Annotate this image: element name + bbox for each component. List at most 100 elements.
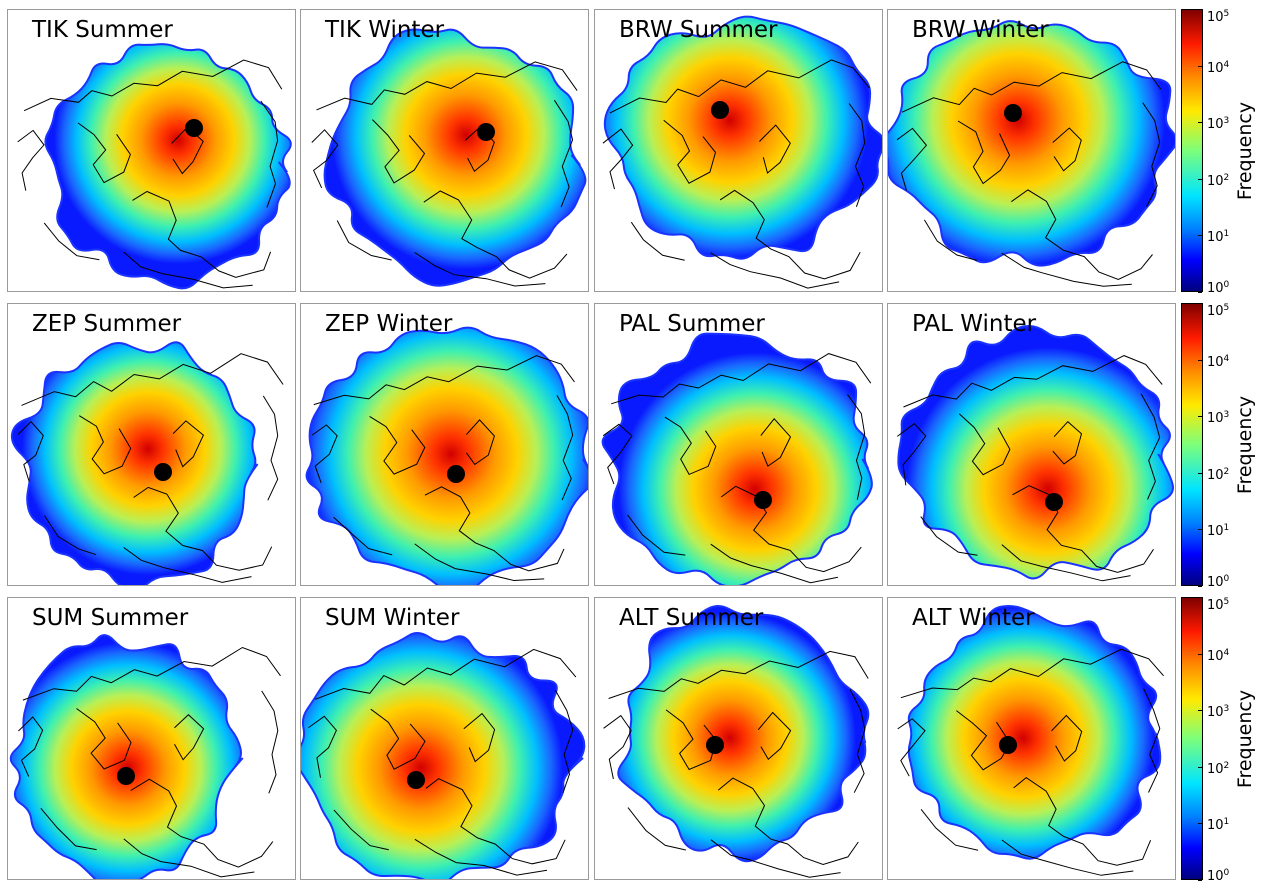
colorbar-tick-label: 100 [1207,572,1229,590]
panel-title: ZEP Winter [325,311,453,337]
colorbar-tick-label: 102 [1207,465,1229,483]
tick-base: 10 [1207,355,1224,370]
tick-base: 10 [1207,818,1224,833]
map-panel: SUM Summer [7,597,296,880]
coastline [17,353,284,583]
station-marker [754,491,772,509]
tick-exponent: 0 [1223,868,1230,878]
colorbar-label: Frequency [1234,395,1256,494]
colorbar-tick-label: 105 [1207,7,1229,25]
tick-base: 10 [1207,468,1224,483]
map-panel: ZEP Winter [300,303,589,586]
tick-exponent: 5 [1223,9,1230,19]
colorbar-tick-label: 105 [1207,301,1229,319]
tick-base: 10 [1207,762,1224,777]
tick-exponent: 4 [1223,60,1230,70]
map-svg [311,28,587,287]
coastline [897,355,1163,582]
trajectory-density-field [617,604,870,863]
colorbar-tick [1198,292,1202,293]
tick-exponent: 3 [1223,410,1230,420]
tick-base: 10 [1207,174,1224,189]
map-panel: SUM Winter [300,597,589,880]
colorbar-tick-label: 101 [1207,521,1229,539]
colorbar-tick-label: 103 [1207,114,1229,132]
colorbar-tick [1198,122,1202,123]
colorbar-tick [1198,235,1202,236]
map-svg [9,634,281,879]
coastline [602,353,872,584]
station-marker [154,463,172,481]
trajectory-density-field [601,332,873,585]
tick-exponent: 4 [1223,648,1230,658]
colorbar [1181,9,1203,292]
map-svg [10,341,284,585]
colorbar-tick-label: 105 [1207,595,1229,613]
trajectory-density-field [897,325,1174,580]
colorbar-tick [1198,303,1202,304]
map-panel: TIK Winter [300,9,589,292]
colorbar-tick-label: 104 [1207,58,1229,76]
trajectory-density-field [301,632,586,879]
tick-base: 10 [1207,649,1224,664]
panel-title: SUM Summer [32,605,189,631]
tick-base: 10 [1207,411,1224,426]
tick-base: 10 [1207,575,1224,590]
map-panel: BRW Winter [887,9,1176,292]
tick-exponent: 2 [1223,467,1230,477]
panel-title: PAL Summer [619,311,765,337]
tick-base: 10 [1207,230,1224,245]
colorbar-tick [1198,360,1202,361]
panel-title: BRW Winter [912,17,1049,43]
trajectory-density-field [305,326,588,585]
station-marker [447,465,465,483]
map-panel: TIK Summer [7,9,296,292]
colorbar-tick-label: 100 [1207,866,1229,884]
map-svg [17,43,292,290]
station-marker [407,771,425,789]
colorbar-tick-label: 102 [1207,759,1229,777]
tick-base: 10 [1207,598,1224,613]
coastline [896,61,1162,287]
map-panel: BRW Summer [594,9,883,292]
colorbar-tick [1198,597,1202,598]
colorbar-tick [1198,823,1202,824]
tick-base: 10 [1207,304,1224,319]
colorbar-tick-label: 104 [1207,352,1229,370]
trajectory-density-field [44,43,292,290]
panel-title: PAL Winter [912,311,1037,337]
panel-title: ALT Summer [619,605,764,631]
colorbar-tick-label: 102 [1207,171,1229,189]
tick-exponent: 5 [1223,597,1230,607]
tick-base: 10 [1207,10,1224,25]
station-marker [1004,104,1022,122]
map-panel: ALT Winter [887,597,1176,880]
colorbar-tick-label: 100 [1207,278,1229,296]
tick-exponent: 3 [1223,116,1230,126]
tick-exponent: 1 [1223,229,1230,239]
tick-exponent: 1 [1223,523,1230,533]
trajectory-density-field [10,341,259,585]
map-svg [888,20,1175,287]
panel-title: TIK Summer [32,17,173,43]
colorbar-label: Frequency [1234,689,1256,788]
colorbar-tick [1198,880,1202,881]
trajectory-density-field [888,20,1175,267]
colorbar-tick [1198,9,1202,10]
map-svg [603,604,870,878]
station-marker [185,119,203,137]
trajectory-density-field [9,634,244,879]
station-marker [706,736,724,754]
colorbar-tick [1198,473,1202,474]
colorbar-tick-label: 101 [1207,227,1229,245]
colorbar-tick-label: 103 [1207,702,1229,720]
colorbar [1181,597,1203,880]
map-svg [601,332,873,585]
coastline [17,59,283,289]
panel-title: ALT Winter [912,605,1035,631]
map-svg [897,325,1174,582]
station-marker [1045,493,1063,511]
tick-base: 10 [1207,281,1224,296]
colorbar-tick-label: 104 [1207,646,1229,664]
